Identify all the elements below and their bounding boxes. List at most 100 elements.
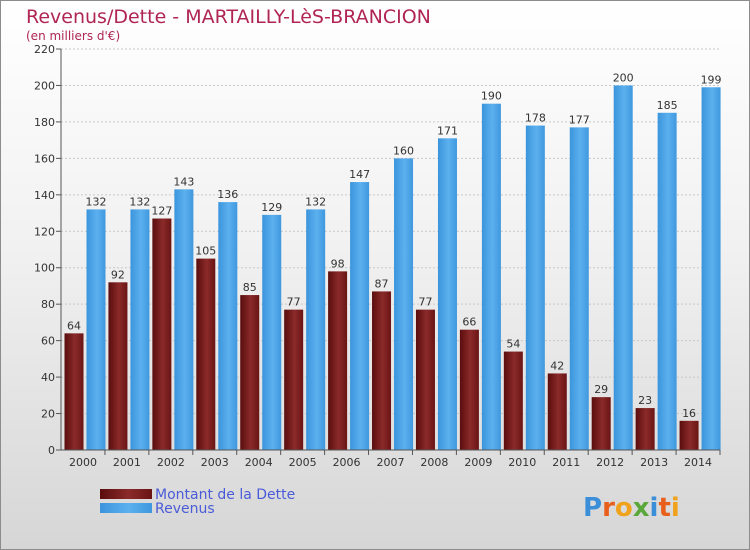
value-label: 66 xyxy=(462,316,476,329)
bar-revenus-2009 xyxy=(481,103,501,450)
bars: 6413292132127143105136851297713298147871… xyxy=(64,71,722,451)
value-label: 185 xyxy=(657,99,678,112)
x-tick-label: 2006 xyxy=(333,456,361,469)
x-tick-label: 2001 xyxy=(113,456,141,469)
value-label: 23 xyxy=(638,394,652,407)
x-tick-label: 2010 xyxy=(508,456,536,469)
legend-label-dette: Montant de la Dette xyxy=(155,487,295,503)
x-tick-label: 2012 xyxy=(596,456,624,469)
value-label: 92 xyxy=(111,268,125,281)
bar-dette-2010 xyxy=(503,351,523,450)
bar-revenus-2003 xyxy=(218,202,238,450)
bar-dette-2004 xyxy=(240,295,260,450)
y-tick-label: 60 xyxy=(41,335,55,348)
bar-dette-2008 xyxy=(415,309,435,450)
x-tick-label: 2003 xyxy=(201,456,229,469)
bar-dette-2001 xyxy=(108,282,128,450)
value-label: 178 xyxy=(525,112,546,125)
bar-revenus-2005 xyxy=(306,209,326,450)
value-label: 199 xyxy=(701,73,722,86)
x-tick-label: 2011 xyxy=(552,456,580,469)
y-tick-label: 0 xyxy=(48,444,55,457)
bar-revenus-2012 xyxy=(613,85,633,451)
bar-revenus-2010 xyxy=(525,125,545,451)
x-tick-label: 2005 xyxy=(289,456,317,469)
value-label: 136 xyxy=(217,188,238,201)
value-label: 87 xyxy=(375,277,389,290)
y-tick-label: 20 xyxy=(41,408,55,421)
value-label: 132 xyxy=(305,195,326,208)
proxiti-logo: Proxiti xyxy=(583,493,680,523)
legend: Montant de la Dette Revenus xyxy=(100,487,295,517)
bar-dette-2000 xyxy=(64,333,84,450)
x-axis: 2000 2001 2002 2003 2004 2005 2006 2007 2008 2009… xyxy=(61,449,721,469)
y-tick-label: 80 xyxy=(41,298,55,311)
bar-dette-2003 xyxy=(196,258,216,450)
value-label: 143 xyxy=(173,175,194,188)
value-label: 77 xyxy=(287,296,301,309)
y-tick-label: 100 xyxy=(34,262,55,275)
y-tick-label: 140 xyxy=(34,189,55,202)
value-label: 171 xyxy=(437,124,458,137)
bar-revenus-2014 xyxy=(701,87,721,450)
y-axis: 0 20 40 60 80 100 120 140 160 180 200 220 xyxy=(34,43,62,457)
bar-revenus-2011 xyxy=(569,127,589,451)
value-label: 98 xyxy=(331,257,345,270)
y-tick-label: 200 xyxy=(34,79,55,92)
value-label: 77 xyxy=(418,296,432,309)
x-tick-label: 2013 xyxy=(640,456,668,469)
value-label: 177 xyxy=(569,113,590,126)
bar-dette-2007 xyxy=(372,291,392,450)
value-label: 147 xyxy=(349,168,370,181)
bar-dette-2011 xyxy=(547,373,567,450)
bar-dette-2013 xyxy=(635,408,655,450)
x-tick-label: 2004 xyxy=(245,456,273,469)
y-tick-label: 40 xyxy=(41,371,55,384)
bar-revenus-2013 xyxy=(657,112,677,450)
value-label: 129 xyxy=(261,201,282,214)
value-label: 85 xyxy=(243,281,257,294)
bar-dette-2005 xyxy=(284,309,304,450)
chart-title: Revenus/Dette - MARTAILLY-LèS-BRANCION xyxy=(26,6,431,28)
value-label: 105 xyxy=(195,245,216,258)
bar-dette-2012 xyxy=(591,397,611,450)
bar-revenus-2008 xyxy=(437,138,457,450)
bar-revenus-2004 xyxy=(262,214,282,450)
y-tick-label: 120 xyxy=(34,225,55,238)
x-tick-label: 2007 xyxy=(377,456,405,469)
legend-label-revenus: Revenus xyxy=(155,501,215,517)
y-tick-label: 180 xyxy=(34,116,55,129)
value-label: 42 xyxy=(550,359,564,372)
bar-revenus-2000 xyxy=(86,209,106,450)
bar-revenus-2001 xyxy=(130,209,150,450)
bar-dette-2006 xyxy=(328,271,348,450)
chart-subtitle: (en milliers d'€) xyxy=(26,29,120,43)
x-tick-label: 2008 xyxy=(420,456,448,469)
value-label: 16 xyxy=(682,407,696,420)
x-tick-label: 2002 xyxy=(157,456,185,469)
bar-dette-2014 xyxy=(679,420,699,450)
bar-dette-2009 xyxy=(459,329,479,450)
bar-dette-2002 xyxy=(152,218,172,450)
value-label: 132 xyxy=(129,195,150,208)
bar-revenus-2002 xyxy=(174,189,194,450)
value-label: 132 xyxy=(86,195,107,208)
value-label: 64 xyxy=(67,319,81,332)
x-tick-label: 2000 xyxy=(69,456,97,469)
bar-revenus-2006 xyxy=(350,182,370,451)
bar-revenus-2007 xyxy=(394,158,414,450)
value-label: 160 xyxy=(393,144,414,157)
y-tick-label: 160 xyxy=(34,152,55,165)
legend-swatch-dette xyxy=(100,489,152,499)
x-tick-label: 2009 xyxy=(464,456,492,469)
y-tick-label: 220 xyxy=(34,43,55,56)
value-label: 200 xyxy=(613,71,634,84)
legend-swatch-revenus xyxy=(100,503,152,513)
value-label: 190 xyxy=(481,90,502,103)
svg-text:Proxiti: Proxiti xyxy=(583,493,680,523)
x-tick-label: 2014 xyxy=(684,456,712,469)
value-label: 127 xyxy=(151,205,172,218)
value-label: 54 xyxy=(506,338,520,351)
value-label: 29 xyxy=(594,383,608,396)
